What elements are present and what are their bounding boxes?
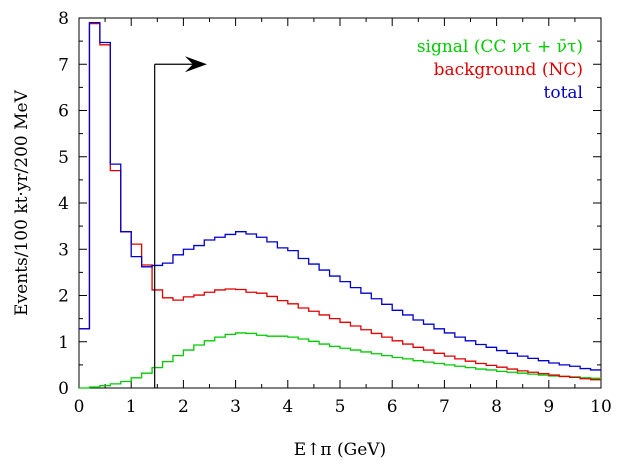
series-line-background: [79, 22, 601, 381]
y-tick-label: 3: [58, 240, 69, 260]
y-tick-label: 7: [58, 55, 69, 75]
x-axis-title: E↑π (GeV): [294, 440, 386, 460]
x-tick-labels: 0 1 2 3 4 5 6 7 8 9 10: [74, 397, 612, 417]
series-line-signal: [79, 332, 601, 389]
x-tick-label: 3: [230, 397, 241, 417]
x-tick-label: 9: [543, 397, 554, 417]
x-tick-label: 5: [335, 397, 346, 417]
x-tick-label: 8: [491, 397, 502, 417]
y-tick-label: 6: [58, 102, 69, 122]
x-tick-label: 4: [282, 397, 293, 417]
y-tick-label: 4: [58, 194, 69, 214]
x-tick-label: 0: [74, 397, 85, 417]
y-tick-label: 8: [58, 9, 69, 29]
y-tick-label: 2: [58, 287, 69, 307]
x-tick-label: 7: [439, 397, 450, 417]
y-tick-labels: 0 1 2 3 4 5 6 7 8: [58, 9, 69, 399]
legend: signal (CC ντ + ν̄τ) background (NC) total: [417, 37, 583, 103]
x-tick-label: 10: [590, 397, 612, 417]
y-tick-label: 0: [58, 379, 69, 399]
axis-ticks: [78, 17, 602, 389]
legend-entry-background: background (NC): [434, 60, 583, 80]
x-tick-label: 6: [387, 397, 398, 417]
cut-annotation: [154, 56, 207, 388]
cut-arrow-head: [184, 56, 207, 73]
series-group: [79, 21, 601, 389]
legend-entry-total: total: [544, 83, 583, 103]
x-tick-label: 2: [178, 397, 189, 417]
series-line-total: [79, 21, 601, 371]
legend-entry-signal: signal (CC ντ + ν̄τ): [417, 37, 583, 57]
x-tick-label: 1: [126, 397, 137, 417]
y-tick-label: 1: [58, 333, 69, 353]
y-axis-title: Events/100 kt·yr/200 MeV: [12, 89, 32, 315]
y-tick-label: 5: [58, 148, 69, 168]
